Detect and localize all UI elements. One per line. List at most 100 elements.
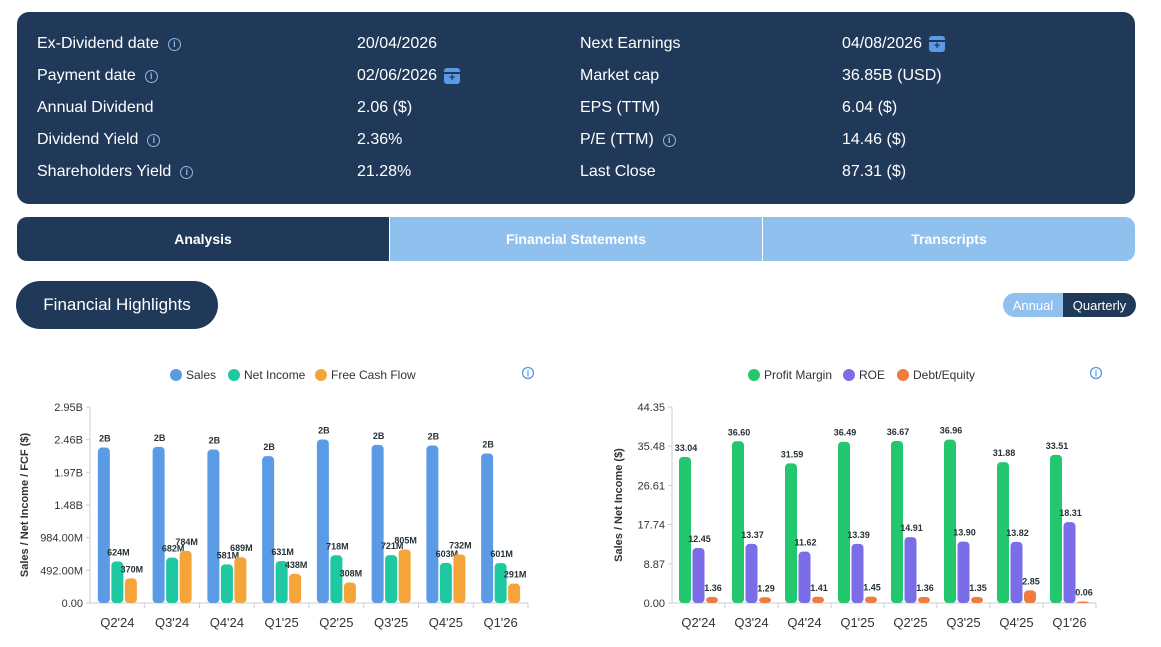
payment-date-value-text: 02/06/2026 [357, 67, 438, 84]
data-label: 718M [326, 541, 349, 551]
eps-ttm-value: 6.04 ($) [842, 96, 897, 120]
data-label: 784M [175, 537, 198, 547]
bar-free-cash-flow[interactable] [179, 550, 192, 603]
x-tick-label: Q4'24 [787, 615, 821, 630]
bar-net-income[interactable] [166, 557, 179, 603]
y-tick-label: 8.87 [644, 559, 665, 571]
legend-marker-0[interactable] [748, 369, 760, 381]
legend-label-2[interactable]: Free Cash Flow [331, 368, 416, 382]
bar-debt-equity[interactable] [971, 597, 983, 603]
bar-free-cash-flow[interactable] [124, 578, 137, 603]
info-icon[interactable]: i [144, 69, 158, 83]
bar-sales[interactable] [207, 449, 220, 603]
bar-profit-margin[interactable] [997, 462, 1009, 603]
market-cap-value: 36.85B (USD) [842, 64, 942, 88]
bar-profit-margin[interactable] [891, 440, 903, 603]
bar-debt-equity[interactable] [759, 597, 771, 603]
x-tick-label: Q2'25 [319, 615, 353, 630]
bar-free-cash-flow[interactable] [234, 557, 247, 603]
bar-debt-equity[interactable] [1077, 601, 1089, 604]
bar-debt-equity[interactable] [1024, 590, 1036, 603]
next-earnings-value-text: 04/08/2026 [842, 35, 923, 52]
bar-sales[interactable] [152, 446, 165, 603]
bar-net-income[interactable] [494, 563, 507, 603]
chart-info-icon[interactable] [521, 366, 535, 380]
shareholders-yield-value-text: 21.28% [357, 163, 412, 180]
annual-toggle-button[interactable]: Annual [1003, 293, 1063, 317]
y-tick-label: 1.97B [54, 467, 83, 479]
bar-sales[interactable] [371, 444, 384, 603]
bar-sales[interactable] [316, 439, 329, 603]
add-to-calendar-icon[interactable] [929, 36, 946, 52]
data-label: 13.90 [953, 528, 976, 538]
quarterly-toggle-button[interactable]: Quarterly [1063, 293, 1136, 317]
bar-roe[interactable] [1010, 541, 1023, 603]
legend-marker-1[interactable] [228, 369, 240, 381]
bar-free-cash-flow[interactable] [289, 573, 302, 603]
bar-net-income[interactable] [330, 555, 343, 603]
legend-label-1[interactable]: ROE [859, 368, 885, 382]
next-earnings-value: 04/08/2026 [842, 32, 946, 56]
data-label: 2B [263, 442, 275, 452]
bar-net-income[interactable] [385, 555, 398, 603]
info-icon[interactable]: i [662, 133, 676, 147]
bar-debt-equity[interactable] [865, 596, 877, 603]
bar-roe[interactable] [692, 547, 705, 603]
tab-financial-statements[interactable]: Financial Statements [389, 217, 762, 261]
bar-sales[interactable] [426, 445, 439, 603]
bar-free-cash-flow[interactable] [453, 554, 466, 603]
ex-dividend-date-value-text: 20/04/2026 [357, 35, 438, 52]
data-label: 689M [230, 543, 253, 553]
bar-profit-margin[interactable] [732, 441, 744, 603]
info-icon[interactable]: i [167, 37, 181, 51]
data-label: 438M [285, 560, 308, 570]
y-tick-label: 35.48 [637, 441, 665, 453]
ex-dividend-date-value: 20/04/2026 [357, 32, 437, 56]
bar-roe[interactable] [745, 543, 758, 603]
data-label: 2B [99, 434, 111, 444]
bar-profit-margin[interactable] [785, 463, 797, 603]
bar-sales[interactable] [97, 447, 110, 603]
bar-net-income[interactable] [275, 561, 288, 603]
bar-net-income[interactable] [111, 561, 124, 603]
bar-roe[interactable] [798, 551, 811, 603]
bar-roe[interactable] [1063, 522, 1076, 603]
bar-net-income[interactable] [220, 564, 233, 603]
info-icon[interactable]: i [180, 165, 194, 179]
tab-analysis[interactable]: Analysis [17, 217, 389, 261]
bar-roe[interactable] [957, 541, 970, 603]
legend-marker-1[interactable] [843, 369, 855, 381]
dividend-yield-label-text: Dividend Yield [37, 131, 139, 148]
chart-info-icon[interactable] [1089, 366, 1103, 380]
data-label: 805M [394, 536, 417, 546]
bar-profit-margin[interactable] [838, 441, 850, 603]
bar-roe[interactable] [851, 543, 864, 603]
x-tick-label: Q1'26 [1052, 615, 1086, 630]
legend-marker-2[interactable] [315, 369, 327, 381]
add-to-calendar-icon[interactable] [444, 68, 461, 84]
bar-net-income[interactable] [439, 562, 452, 603]
bar-sales[interactable] [262, 456, 275, 603]
bar-free-cash-flow[interactable] [398, 549, 411, 603]
legend-label-1[interactable]: Net Income [244, 368, 306, 382]
bar-roe[interactable] [904, 537, 917, 603]
bar-profit-margin[interactable] [679, 456, 691, 603]
legend-label-0[interactable]: Sales [186, 368, 216, 382]
bar-free-cash-flow[interactable] [343, 582, 356, 603]
bar-sales[interactable] [481, 453, 494, 603]
bar-free-cash-flow[interactable] [508, 583, 521, 603]
legend-label-0[interactable]: Profit Margin [764, 368, 832, 382]
info-icon[interactable]: i [147, 133, 161, 147]
bar-profit-margin[interactable] [1050, 454, 1062, 603]
legend-marker-2[interactable] [897, 369, 909, 381]
bar-profit-margin[interactable] [944, 439, 956, 603]
legend-marker-0[interactable] [170, 369, 182, 381]
tab-transcripts[interactable]: Transcripts [762, 217, 1135, 261]
legend-label-2[interactable]: Debt/Equity [913, 368, 975, 382]
last-close-value-text: 87.31 ($) [842, 163, 907, 180]
bar-debt-equity[interactable] [706, 596, 718, 603]
bar-debt-equity[interactable] [812, 596, 824, 603]
last-close-label: Last Close [580, 160, 656, 184]
last-close-label-text: Last Close [580, 163, 656, 180]
bar-debt-equity[interactable] [918, 596, 930, 603]
